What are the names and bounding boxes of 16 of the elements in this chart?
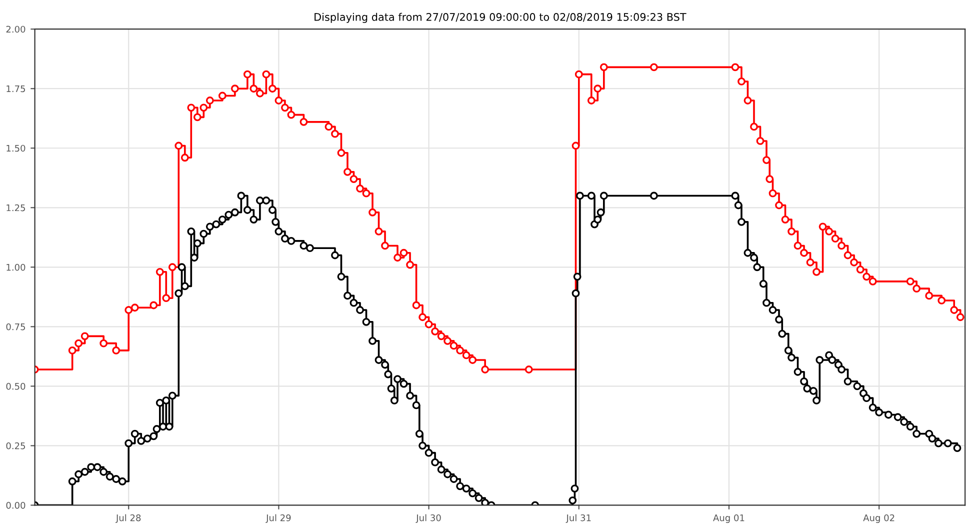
y-tick-label: 0.00 (6, 502, 26, 509)
y-tick-label: 2.00 (6, 26, 26, 33)
chart-title: Displaying data from 27/07/2019 09:00:00 to 02/08/2019 15:09:23 BST (314, 12, 686, 23)
y-tick-label: 0.25 (6, 442, 25, 450)
y-tick-label: 0.75 (6, 323, 25, 330)
y-tick-label: 1.50 (6, 144, 26, 152)
x-tick-label: Jul 29 (266, 514, 291, 523)
x-tick-label: Jul 30 (416, 514, 441, 523)
x-tick-label: Aug 02 (863, 514, 894, 523)
x-tick-label: Jul 31 (566, 514, 591, 523)
y-tick-label: 0.50 (6, 382, 26, 390)
y-tick-label: 1.00 (6, 264, 26, 271)
x-tick-label: Aug 01 (713, 514, 744, 523)
y-tick-label: 1.75 (6, 85, 25, 92)
x-tick-label: Jul 28 (116, 514, 141, 523)
y-tick-label: 1.25 (6, 204, 25, 212)
